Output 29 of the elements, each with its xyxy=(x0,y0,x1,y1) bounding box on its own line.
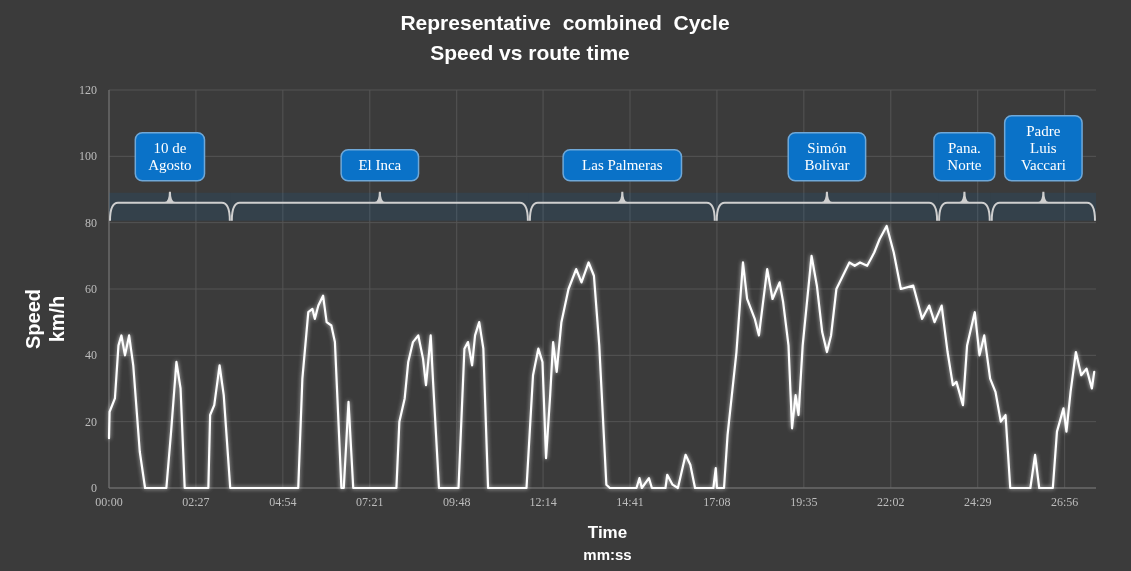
band-label: 10 de Agosto xyxy=(148,140,192,174)
x-tick-label: 07:21 xyxy=(356,495,384,509)
y-axis-title: Speed km/h xyxy=(22,288,68,350)
y-tick-label: 80 xyxy=(85,215,97,230)
x-tick-label: 19:35 xyxy=(790,495,818,509)
chart-subtitle: Speed vs route time xyxy=(430,41,630,64)
x-tick-label: 14:41 xyxy=(616,495,644,509)
x-tick-label: 22:02 xyxy=(877,495,905,509)
y-tick-label: 0 xyxy=(91,481,97,495)
x-tick-label: 00:00 xyxy=(95,495,123,509)
band-label: Padre Luis Vaccari xyxy=(1020,123,1066,174)
band-label: Pana. Norte xyxy=(947,140,982,174)
x-tick-label: 09:48 xyxy=(443,495,471,509)
y-tick-label: 40 xyxy=(85,348,97,363)
y-tick-label: 100 xyxy=(79,149,97,164)
x-tick-label: 26:56 xyxy=(1050,495,1079,509)
band-label: Las Palmeras xyxy=(582,157,663,174)
band-label: El Inca xyxy=(358,157,402,174)
x-tick-label: 17:08 xyxy=(703,495,731,509)
y-tick-label: 20 xyxy=(85,414,97,429)
x-axis-title: Time mm:ss xyxy=(583,523,632,563)
band-label: Simón Bolivar xyxy=(804,140,850,174)
x-tick-label: 24:29 xyxy=(964,495,992,509)
chart-title: Representative combined Cycle xyxy=(400,11,730,34)
y-tick-label: 120 xyxy=(79,83,97,97)
y-tick-label: 60 xyxy=(85,282,97,296)
x-tick-label: 02:27 xyxy=(182,495,210,509)
x-tick-label: 04:54 xyxy=(269,495,297,509)
x-tick-label: 12:14 xyxy=(529,495,557,509)
